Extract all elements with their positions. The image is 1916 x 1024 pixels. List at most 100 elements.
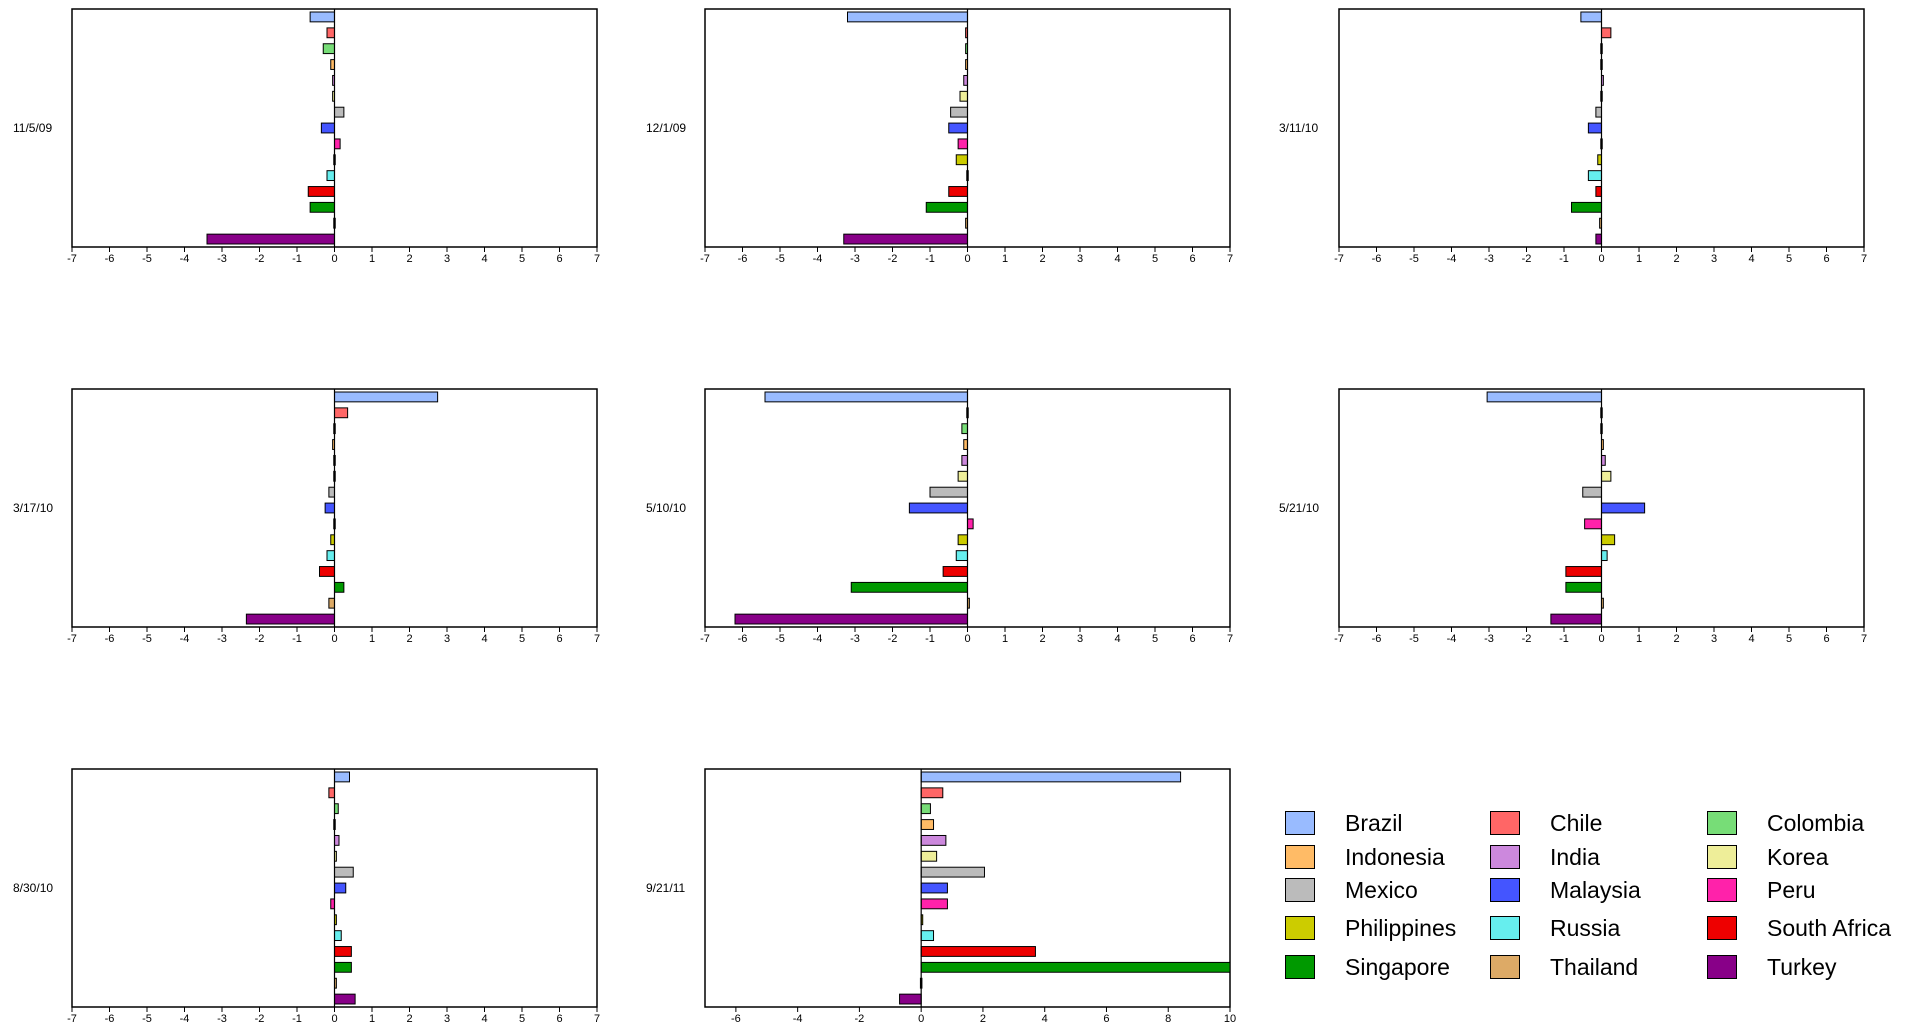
x-tick-label: 2 — [406, 253, 412, 265]
bar-mexico — [334, 866, 354, 878]
legend-item: Turkey — [1707, 952, 1836, 982]
legend-item: Colombia — [1707, 808, 1864, 838]
legend-item: Korea — [1707, 842, 1828, 872]
bar-korea — [959, 90, 968, 102]
bar-philippines — [955, 154, 968, 166]
bar-malaysia — [1587, 122, 1602, 134]
x-tick-label: -4 — [1447, 253, 1457, 265]
bar-mexico — [929, 486, 968, 498]
x-tick-label: 2 — [406, 1013, 412, 1024]
legend-swatch — [1707, 845, 1737, 869]
x-tick-label: 6 — [556, 1013, 562, 1024]
bar-south-africa — [1595, 186, 1602, 197]
bar-south-africa — [1565, 566, 1602, 577]
x-tick-label: 1 — [1636, 633, 1642, 645]
bar-turkey — [206, 233, 335, 245]
x-tick-label: -1 — [1559, 633, 1569, 645]
chart-legend: Brazil Chile Colombia Indonesia India Korea Me… — [1285, 800, 1905, 1000]
legend-item: Philippines — [1285, 913, 1456, 943]
x-tick-label: -5 — [142, 253, 152, 265]
bar-brazil — [334, 391, 439, 403]
legend-label: Russia — [1550, 914, 1621, 941]
bar-malaysia — [334, 882, 347, 894]
x-tick-label: 4 — [1042, 1013, 1048, 1024]
x-tick-label: 3 — [444, 253, 450, 265]
x-tick-label: 4 — [1114, 253, 1120, 265]
bar-chile — [328, 787, 335, 799]
legend-item: India — [1490, 842, 1600, 872]
legend-label: Turkey — [1767, 953, 1837, 980]
x-tick-label: 0 — [964, 633, 970, 645]
x-tick-label: 1 — [369, 633, 375, 645]
x-tick-label: -6 — [105, 253, 115, 265]
chart-panel-7: -7 -6 -5 -4 -3 -2 -1 0 1 2 3 4 5 6 7 8/30/10 — [13, 768, 600, 1024]
bar-mexico — [950, 106, 968, 118]
legend-item: Malaysia — [1490, 875, 1641, 905]
bar-peru — [920, 898, 948, 910]
legend-label: South Africa — [1767, 914, 1892, 941]
x-tick-label: 0 — [331, 633, 337, 645]
panel-date-label: 5/10/10 — [646, 501, 686, 515]
bar-turkey — [899, 993, 922, 1005]
x-tick-label: -2 — [888, 633, 898, 645]
chart-panel-5: -7 -6 -5 -4 -3 -2 -1 0 1 2 3 4 5 6 7 5/10/10 — [646, 388, 1233, 645]
bar-south-africa — [319, 566, 335, 577]
x-tick-label: 3 — [1077, 633, 1083, 645]
bar-singapore — [1571, 201, 1602, 213]
x-tick-label: 0 — [964, 253, 970, 265]
legend-swatch — [1707, 955, 1737, 979]
panel-date-label: 11/5/09 — [13, 121, 52, 135]
x-tick-label: 7 — [594, 633, 600, 645]
x-tick-label: 3 — [1077, 253, 1083, 265]
legend-label: Chile — [1550, 809, 1603, 836]
x-tick-label: 4 — [481, 1013, 487, 1024]
bar-brazil — [1580, 11, 1602, 23]
bar-brazil — [920, 771, 1182, 783]
x-tick-label: -1 — [925, 633, 935, 645]
x-tick-label: -3 — [217, 633, 227, 645]
chart-panel-1: -7 -6 -5 -4 -3 -2 -1 0 1 2 3 4 5 6 7 11/5/09 — [13, 8, 600, 265]
x-tick-label: 1 — [1002, 253, 1008, 265]
x-tick-label: 5 — [519, 1013, 525, 1024]
x-tick-label: 10 — [1224, 1013, 1236, 1024]
chart-panel-3: -7 -6 -5 -4 -3 -2 -1 0 1 2 3 4 5 6 7 3/11/10 — [1279, 8, 1867, 265]
x-tick-label: 6 — [1823, 633, 1829, 645]
bar-thailand — [328, 597, 335, 609]
x-tick-label: 2 — [1673, 253, 1679, 265]
x-tick-label: 1 — [1002, 633, 1008, 645]
legend-label: Malaysia — [1550, 876, 1641, 903]
legend-item: Russia — [1490, 913, 1620, 943]
legend-item: Singapore — [1285, 952, 1450, 982]
bar-brazil — [764, 391, 968, 403]
bar-colombia — [920, 803, 931, 815]
panel-date-label: 9/21/11 — [646, 881, 685, 895]
x-tick-label: 7 — [1227, 253, 1233, 265]
panel-date-label: 3/11/10 — [1279, 121, 1318, 135]
x-tick-label: -4 — [793, 1013, 803, 1024]
bar-india — [334, 834, 340, 846]
x-tick-label: 4 — [481, 633, 487, 645]
bar-turkey — [1550, 613, 1602, 625]
x-tick-label: -3 — [850, 633, 860, 645]
legend-swatch — [1285, 845, 1315, 869]
x-tick-label: 3 — [1711, 253, 1717, 265]
x-tick-label: 2 — [1039, 253, 1045, 265]
legend-label: Singapore — [1345, 953, 1450, 980]
legend-swatch — [1490, 916, 1520, 940]
x-tick-label: 7 — [594, 253, 600, 265]
bar-russia — [326, 170, 335, 182]
bar-turkey — [843, 233, 968, 245]
x-tick-label: 3 — [444, 633, 450, 645]
bar-malaysia — [320, 122, 335, 134]
legend-swatch — [1285, 955, 1315, 979]
x-tick-label: -7 — [67, 1013, 77, 1024]
x-tick-label: -1 — [292, 1013, 302, 1024]
bar-chile — [1601, 27, 1612, 39]
x-tick-label: -7 — [700, 253, 710, 265]
bar-russia — [1587, 170, 1602, 182]
x-tick-label: 2 — [1039, 633, 1045, 645]
x-tick-label: -5 — [775, 633, 785, 645]
bar-philippines — [957, 534, 968, 546]
x-tick-label: 5 — [519, 633, 525, 645]
bar-malaysia — [948, 122, 968, 134]
